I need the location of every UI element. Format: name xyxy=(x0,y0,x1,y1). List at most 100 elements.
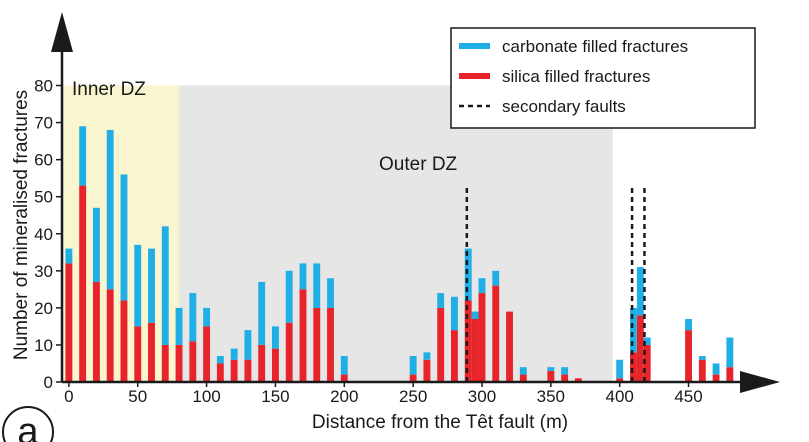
bar-carbonate-415 xyxy=(636,267,644,316)
bar-carbonate-360 xyxy=(561,367,569,375)
bar-carbonate-130 xyxy=(244,330,252,360)
bar-silica-330 xyxy=(519,374,527,382)
bar-silica-0 xyxy=(65,263,73,382)
bar-silica-170 xyxy=(299,289,307,382)
legend-label-silica: silica filled fractures xyxy=(502,67,650,86)
zone-label-0: Inner DZ xyxy=(72,79,146,100)
bar-silica-450 xyxy=(685,330,692,382)
y-tick-label-20: 20 xyxy=(34,299,53,318)
bar-carbonate-120 xyxy=(230,348,238,360)
bar-carbonate-250 xyxy=(409,356,417,375)
bar-silica-250 xyxy=(409,374,417,382)
bar-silica-110 xyxy=(216,363,224,382)
bar-carbonate-480 xyxy=(726,337,734,368)
bar-silica-30 xyxy=(106,289,114,382)
bar-carbonate-160 xyxy=(285,270,293,323)
legend-box xyxy=(450,27,756,129)
bar-carbonate-70 xyxy=(161,226,169,345)
x-tick-label-450: 450 xyxy=(674,387,702,406)
bar-carbonate-290 xyxy=(464,248,472,301)
y-tick-label-40: 40 xyxy=(34,225,53,244)
bar-silica-350 xyxy=(547,370,555,382)
zone-backgrounds xyxy=(62,85,613,383)
x-axis-arrow xyxy=(740,371,780,393)
bar-silica-360 xyxy=(561,374,569,382)
bar-silica-295 xyxy=(471,318,479,382)
bar-silica-60 xyxy=(148,322,155,382)
bar-carbonate-170 xyxy=(299,263,307,290)
bar-carbonate-200 xyxy=(340,356,348,375)
bar-silica-160 xyxy=(285,322,293,382)
bar-silica-260 xyxy=(423,359,431,382)
x-tick-label-300: 300 xyxy=(468,387,496,406)
bar-carbonate-140 xyxy=(258,281,266,345)
bar-carbonate-80 xyxy=(175,307,183,345)
panel-label: a xyxy=(17,411,39,442)
bar-carbonate-280 xyxy=(451,296,458,331)
x-tick-label-100: 100 xyxy=(192,387,220,406)
bar-silica-480 xyxy=(726,367,734,382)
bar-silica-400 xyxy=(616,378,624,382)
y-ticks: 0 10 20 30 40 50 60 70 80 xyxy=(34,77,62,392)
panel-label-badge: a xyxy=(2,406,54,442)
x-tick-label-250: 250 xyxy=(399,387,427,406)
x-tick-label-50: 50 xyxy=(128,387,147,406)
bar-silica-200 xyxy=(340,374,348,382)
bars xyxy=(65,126,734,382)
bar-silica-180 xyxy=(313,307,321,382)
x-tick-label-400: 400 xyxy=(605,387,633,406)
x-ticks: 0 50 100 150 200 250 300 350 400 450 xyxy=(64,382,703,406)
bar-carbonate-150 xyxy=(271,326,279,349)
y-tick-label-60: 60 xyxy=(34,151,53,170)
bar-silica-370 xyxy=(574,378,582,382)
bar-silica-470 xyxy=(712,374,720,382)
legend: carbonate filled fractures silica filled… xyxy=(450,27,756,129)
bar-carbonate-350 xyxy=(547,367,555,371)
bar-silica-80 xyxy=(175,344,183,382)
bar-silica-20 xyxy=(92,281,100,382)
bar-silica-100 xyxy=(203,326,211,382)
bar-silica-50 xyxy=(134,326,142,382)
zone-1 xyxy=(179,85,613,383)
bar-carbonate-20 xyxy=(92,207,100,282)
bar-carbonate-450 xyxy=(685,318,692,331)
bar-carbonate-295 xyxy=(471,311,479,319)
bar-carbonate-90 xyxy=(189,293,197,342)
bar-carbonate-410 xyxy=(630,307,637,353)
y-tick-label-50: 50 xyxy=(34,188,53,207)
bar-silica-150 xyxy=(271,348,279,382)
bar-carbonate-10 xyxy=(79,126,87,186)
bar-silica-290 xyxy=(464,300,472,382)
y-tick-label-0: 0 xyxy=(44,373,53,392)
x-tick-label-350: 350 xyxy=(537,387,565,406)
axes xyxy=(51,12,780,393)
bar-carbonate-330 xyxy=(519,367,527,375)
bar-silica-410 xyxy=(630,352,637,382)
bar-silica-270 xyxy=(437,307,445,382)
y-axis-title: Number of mineralised fractures xyxy=(11,90,32,360)
bar-silica-460 xyxy=(698,359,706,382)
x-tick-label-0: 0 xyxy=(64,387,73,406)
bar-silica-310 xyxy=(492,285,500,382)
bar-carbonate-270 xyxy=(437,293,445,308)
bar-carbonate-40 xyxy=(120,174,128,301)
bar-carbonate-470 xyxy=(712,363,720,375)
bar-silica-280 xyxy=(451,330,458,382)
bar-silica-10 xyxy=(79,185,87,382)
x-axis-title: Distance from the Têt fault (m) xyxy=(312,412,568,433)
x-tick-label-200: 200 xyxy=(330,387,358,406)
zone-labels: Inner DZ Outer DZ xyxy=(72,79,458,175)
legend-label-carbonate: carbonate filled fractures xyxy=(502,37,688,56)
y-tick-label-30: 30 xyxy=(34,262,53,281)
y-axis-arrow xyxy=(51,12,73,52)
bar-carbonate-460 xyxy=(698,356,706,360)
bar-silica-120 xyxy=(230,359,238,382)
bar-silica-300 xyxy=(478,293,486,382)
y-tick-label-70: 70 xyxy=(34,114,53,133)
bar-silica-420 xyxy=(643,344,651,382)
bar-silica-140 xyxy=(258,344,266,382)
bar-carbonate-180 xyxy=(313,263,321,308)
bar-carbonate-100 xyxy=(203,307,211,327)
bar-carbonate-310 xyxy=(492,270,500,286)
